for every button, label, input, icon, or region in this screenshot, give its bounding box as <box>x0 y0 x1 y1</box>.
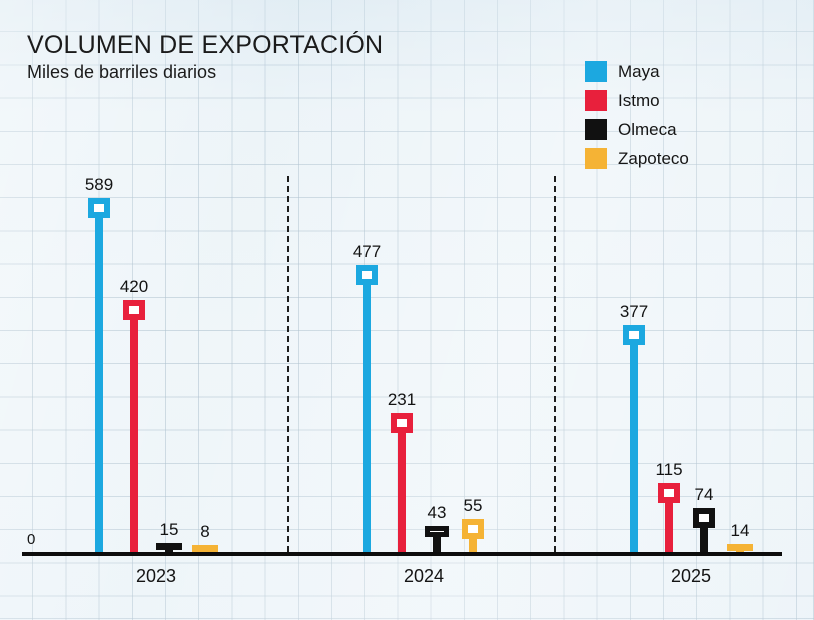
mark-head <box>623 325 645 346</box>
data-mark-olmeca-2024[interactable]: 43 <box>424 503 450 552</box>
year-divider-2023-2024 <box>287 176 289 552</box>
legend-item-olmeca[interactable]: Olmeca <box>585 115 689 144</box>
mark-head <box>192 545 218 552</box>
mark-value-label: 589 <box>84 175 114 194</box>
legend-label-olmeca: Olmeca <box>618 119 677 139</box>
legend-item-zapoteco[interactable]: Zapoteco <box>585 144 689 173</box>
data-mark-zapoteco-2025[interactable]: 14 <box>727 521 753 552</box>
year-label-2025: 2025 <box>670 566 712 586</box>
x-axis-baseline <box>22 552 782 556</box>
mark-head <box>123 299 145 320</box>
mark-stem <box>665 498 673 552</box>
data-mark-olmeca-2025[interactable]: 74 <box>691 485 717 552</box>
chart-title: VOLUMEN DE EXPORTACIÓN <box>27 31 384 59</box>
mark-head <box>356 265 378 286</box>
data-mark-istmo-2024[interactable]: 231 <box>388 390 416 552</box>
data-mark-maya-2024[interactable]: 477 <box>353 242 381 552</box>
data-mark-maya-2023[interactable]: 589 <box>85 175 113 552</box>
mark-stem <box>469 534 477 552</box>
mark-value-label: 477 <box>352 242 382 262</box>
mark-stem <box>130 315 138 552</box>
mark-stem <box>398 429 406 552</box>
chart-legend: Maya Istmo Olmeca Zapoteco <box>585 57 689 173</box>
mark-head <box>391 413 413 434</box>
mark-value-label: 420 <box>119 276 149 296</box>
legend-item-maya[interactable]: Maya <box>585 57 689 86</box>
title-block: VOLUMEN DE EXPORTACIÓN Miles de barriles… <box>27 32 383 83</box>
legend-label-maya: Maya <box>618 61 660 81</box>
mark-stem <box>95 214 103 552</box>
legend-label-istmo: Istmo <box>618 90 660 110</box>
mark-value-label: 14 <box>730 520 750 540</box>
mark-head <box>693 507 715 528</box>
mark-stem <box>363 281 371 552</box>
mark-head <box>658 482 680 503</box>
mark-value-label: 377 <box>619 302 649 322</box>
data-mark-istmo-2023[interactable]: 420 <box>120 277 148 552</box>
mark-head <box>462 518 484 539</box>
legend-swatch-olmeca <box>585 119 607 140</box>
mark-head <box>425 526 449 538</box>
data-mark-zapoteco-2024[interactable]: 55 <box>460 496 486 552</box>
mark-stem <box>630 341 638 552</box>
mark-value-label: 43 <box>427 503 447 523</box>
mark-head <box>156 542 182 550</box>
mark-value-label: 115 <box>655 459 683 479</box>
mark-stem <box>700 523 708 552</box>
mark-value-label: 74 <box>694 484 714 504</box>
legend-swatch-zapoteco <box>585 148 607 169</box>
data-mark-zapoteco-2023[interactable]: 8 <box>192 522 218 552</box>
year-label-2024: 2024 <box>403 566 445 586</box>
legend-swatch-maya <box>585 61 607 82</box>
mark-value-label: 55 <box>463 495 483 515</box>
data-mark-istmo-2025[interactable]: 115 <box>655 460 683 552</box>
legend-label-zapoteco: Zapoteco <box>618 148 689 168</box>
year-label-2023: 2023 <box>135 566 177 586</box>
mark-value-label: 15 <box>159 519 179 539</box>
legend-swatch-istmo <box>585 90 607 111</box>
year-divider-2024-2025 <box>554 176 556 552</box>
chart-subtitle: Miles de barriles diarios <box>27 62 217 82</box>
mark-head <box>88 198 110 218</box>
mark-value-label: 231 <box>387 390 417 410</box>
zero-tick-label: 0 <box>27 531 36 548</box>
mark-value-label: 8 <box>200 522 210 541</box>
mark-head <box>727 543 753 551</box>
data-mark-olmeca-2023[interactable]: 15 <box>156 520 182 552</box>
mark-stem <box>433 533 441 552</box>
legend-item-istmo[interactable]: Istmo <box>585 86 689 115</box>
data-mark-maya-2025[interactable]: 377 <box>620 302 648 552</box>
